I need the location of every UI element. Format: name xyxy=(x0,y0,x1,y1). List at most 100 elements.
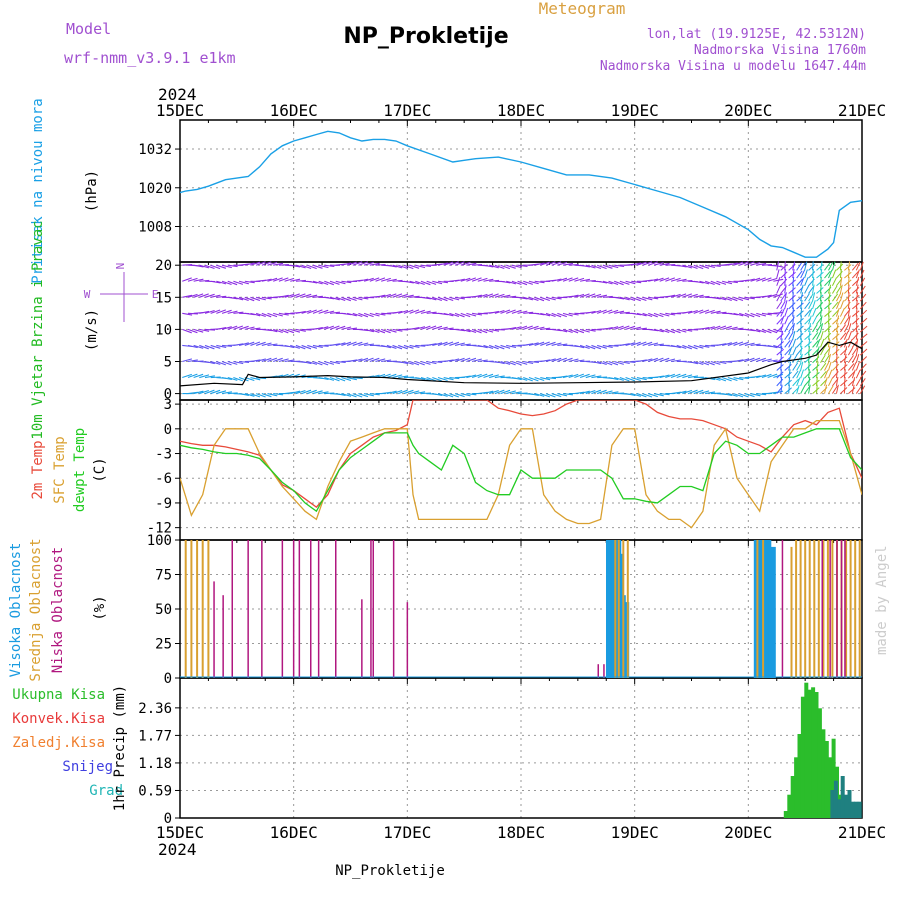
wind-barb xyxy=(852,318,859,324)
chart-layers: 10081020103205101520-12-9-6-303025507510… xyxy=(8,98,886,842)
compass-west: W xyxy=(84,288,91,301)
cloud-axis-title: Visoka Oblacnost xyxy=(8,543,24,678)
top-day-label: 18DEC xyxy=(497,101,545,120)
wind-barb xyxy=(797,326,804,332)
wind-barb xyxy=(797,370,801,378)
wind-barb xyxy=(801,370,804,379)
y-tick-label: -6 xyxy=(155,471,172,487)
wind-barb xyxy=(785,308,788,316)
wind-barb xyxy=(844,369,845,378)
wind-barb xyxy=(832,334,839,340)
cloud-bar xyxy=(247,540,249,678)
wind-barb xyxy=(817,377,818,386)
cloud-axis-title: Niska Oblacnost xyxy=(50,547,66,673)
wind-barb xyxy=(809,377,810,386)
wind-barb xyxy=(789,272,796,278)
wind-barb xyxy=(821,292,822,301)
wind-barb xyxy=(809,354,810,363)
wind-barb xyxy=(856,370,860,378)
y-tick-label: -3 xyxy=(155,447,172,463)
bottom-day-label: 15DEC xyxy=(156,823,204,842)
wind-barb xyxy=(785,380,792,386)
wind-barb xyxy=(832,278,836,286)
wind-barb xyxy=(832,326,839,332)
y-tick-label: 10 xyxy=(155,322,172,338)
wind-barb xyxy=(817,385,818,394)
temperature-axis-title: dewpt Temp xyxy=(72,428,88,512)
wind-barb xyxy=(856,378,860,386)
wind-barb xyxy=(828,386,833,394)
model-label: Model xyxy=(66,20,111,38)
wind-barb xyxy=(801,308,802,317)
wind-barb xyxy=(852,303,859,309)
wind-barb xyxy=(844,362,845,371)
wind-barb xyxy=(832,270,835,278)
wind-barb xyxy=(805,334,812,340)
y-tick-label: -9 xyxy=(155,496,172,512)
wind-barb xyxy=(836,369,837,378)
cloud-bar xyxy=(598,664,600,678)
wind-barb xyxy=(824,326,831,332)
wind-barb xyxy=(828,323,829,332)
wind-barb xyxy=(840,317,845,325)
y-tick-label: 3 xyxy=(164,397,172,413)
cloud-bar xyxy=(293,540,295,678)
wind-barb xyxy=(801,277,804,285)
top-day-label: 17DEC xyxy=(383,101,431,120)
elevation-text: Nadmorska Visina 1760m xyxy=(694,43,866,58)
top-day-label: 20DEC xyxy=(724,101,772,120)
y-tick-label: 0.59 xyxy=(138,783,172,799)
wind-barb xyxy=(840,277,841,286)
cloud-bar xyxy=(627,540,629,678)
wind-barb xyxy=(828,300,829,309)
cloud-bar xyxy=(782,540,784,678)
cloud-bar xyxy=(393,540,395,678)
cloud-bar xyxy=(804,540,806,678)
wind-barb xyxy=(848,285,849,294)
cloud-bar xyxy=(800,540,802,678)
wind-barb xyxy=(789,369,790,378)
wind-barb xyxy=(828,346,830,355)
cloud-bar xyxy=(809,540,811,678)
wind-barb xyxy=(844,287,851,293)
wind-barb xyxy=(840,380,847,386)
wind-barb xyxy=(813,308,816,316)
wind-barb xyxy=(836,301,840,309)
wind-barb xyxy=(813,372,820,378)
compass-north: N xyxy=(114,263,127,270)
cloud-bar xyxy=(190,540,192,678)
wind-barb xyxy=(797,318,804,324)
wind-barb xyxy=(809,362,810,371)
model-name: wrf-nmm_v3.9.1 e1km xyxy=(64,49,236,67)
precip-legend-label: Konvek.Kisa xyxy=(12,711,105,727)
precip-legend-label: Zaledj.Kisa xyxy=(12,735,105,751)
wind-barb xyxy=(785,269,786,278)
wind-barb xyxy=(860,364,866,371)
wind-barb xyxy=(848,269,849,278)
wind-barb xyxy=(809,308,812,316)
precip-bar xyxy=(818,708,822,818)
wind-barb xyxy=(828,308,829,317)
cloud-bar xyxy=(370,540,372,678)
wind-barb xyxy=(844,331,848,339)
wind-barb xyxy=(848,277,849,286)
cloud-bar xyxy=(614,540,616,678)
cloud-bar xyxy=(813,540,815,678)
cloud-unit: (%) xyxy=(92,595,108,620)
cloud-axis-title: Srednja Oblacnost xyxy=(28,538,44,681)
wind-barb xyxy=(789,303,796,309)
cloud-bar xyxy=(407,602,409,678)
cloud-bar xyxy=(795,540,797,678)
cloud-bar xyxy=(299,540,301,678)
precip-bar xyxy=(784,811,788,818)
wind-barb xyxy=(856,323,857,332)
wind-barb xyxy=(824,370,827,378)
wind-barb xyxy=(832,349,839,355)
wind-barb xyxy=(785,372,792,378)
cloud-bar xyxy=(232,540,234,678)
wind-barb xyxy=(852,311,859,317)
wind-barb xyxy=(789,295,796,301)
